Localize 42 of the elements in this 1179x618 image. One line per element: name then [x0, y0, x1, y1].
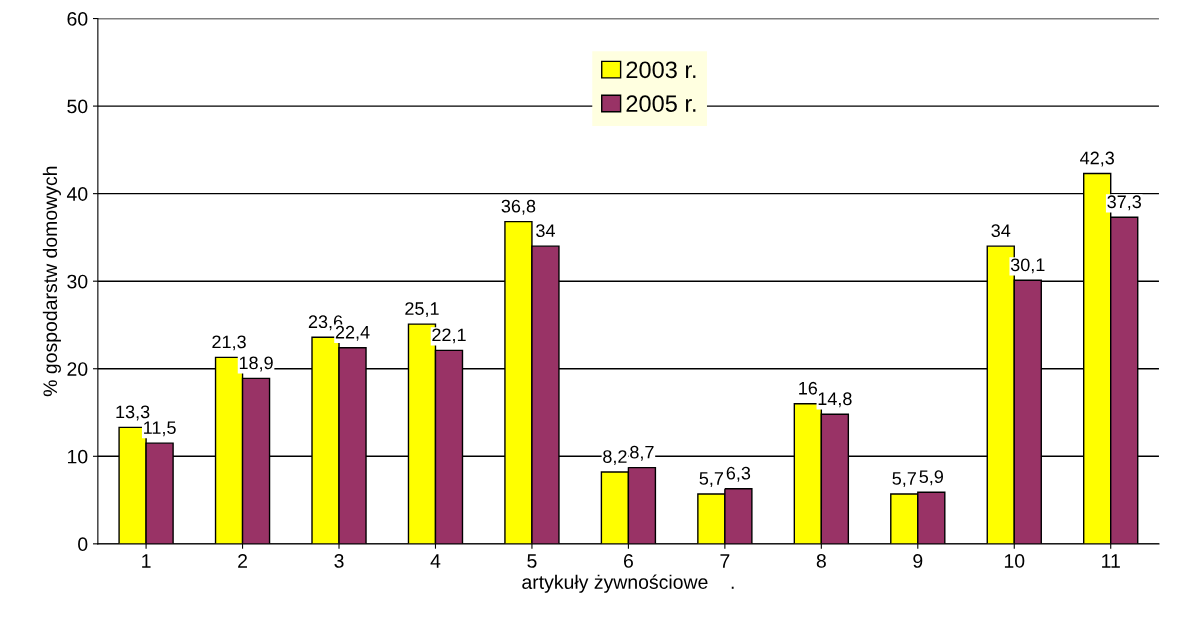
- y-tick-label: 30: [67, 274, 88, 289]
- x-tick-label: 5: [527, 554, 537, 568]
- data-label: 11,5: [144, 421, 176, 437]
- x-tick-label: 10: [1004, 554, 1025, 568]
- data-label: 5,9: [919, 470, 943, 486]
- data-label: 34: [991, 224, 1011, 238]
- x-tick-label: 7: [720, 554, 730, 568]
- x-tick-label: 9: [913, 554, 923, 568]
- y-tick-label: 50: [67, 99, 88, 114]
- x-axis-title: artykuły żywnościowe .: [522, 574, 734, 593]
- data-label: 5,7: [699, 472, 724, 487]
- y-axis-title: % gospodarstw domowych: [42, 166, 61, 397]
- data-label: 14,8: [818, 392, 852, 408]
- data-label: 30,1: [1010, 258, 1045, 274]
- data-label: 42,3: [1080, 151, 1114, 167]
- data-label: 13,3: [116, 405, 150, 421]
- legend-label: 2003 r.: [626, 61, 696, 79]
- y-tick-label: 40: [66, 187, 88, 201]
- data-label: 8,2: [603, 450, 627, 466]
- y-tick-label: 10: [67, 449, 88, 464]
- data-label: 16: [799, 381, 818, 395]
- data-label: 37,3: [1107, 195, 1142, 211]
- legend-label: 2005 r.: [626, 95, 696, 112]
- x-tick-label: 3: [334, 554, 344, 568]
- data-label: 18,9: [239, 356, 273, 372]
- x-tick-label: 11: [1102, 554, 1120, 568]
- data-label: 25,1: [405, 302, 439, 318]
- data-label: 22,1: [432, 328, 466, 344]
- y-tick-label: 60: [67, 12, 88, 26]
- data-label: 5,7: [892, 472, 916, 487]
- x-tick-label: 4: [430, 554, 441, 568]
- data-label: 34: [536, 224, 555, 238]
- y-tick-label: 20: [67, 362, 88, 376]
- data-label: 8,7: [630, 445, 654, 461]
- x-tick-label: 1: [142, 554, 151, 568]
- x-tick-label: 8: [816, 554, 826, 568]
- data-label: 6,3: [726, 466, 751, 482]
- y-tick-label: 0: [78, 537, 88, 552]
- x-tick-label: 2: [238, 554, 247, 568]
- x-tick-label: 6: [623, 554, 633, 568]
- data-label: 21,3: [212, 335, 246, 351]
- data-label: 36,8: [501, 199, 536, 215]
